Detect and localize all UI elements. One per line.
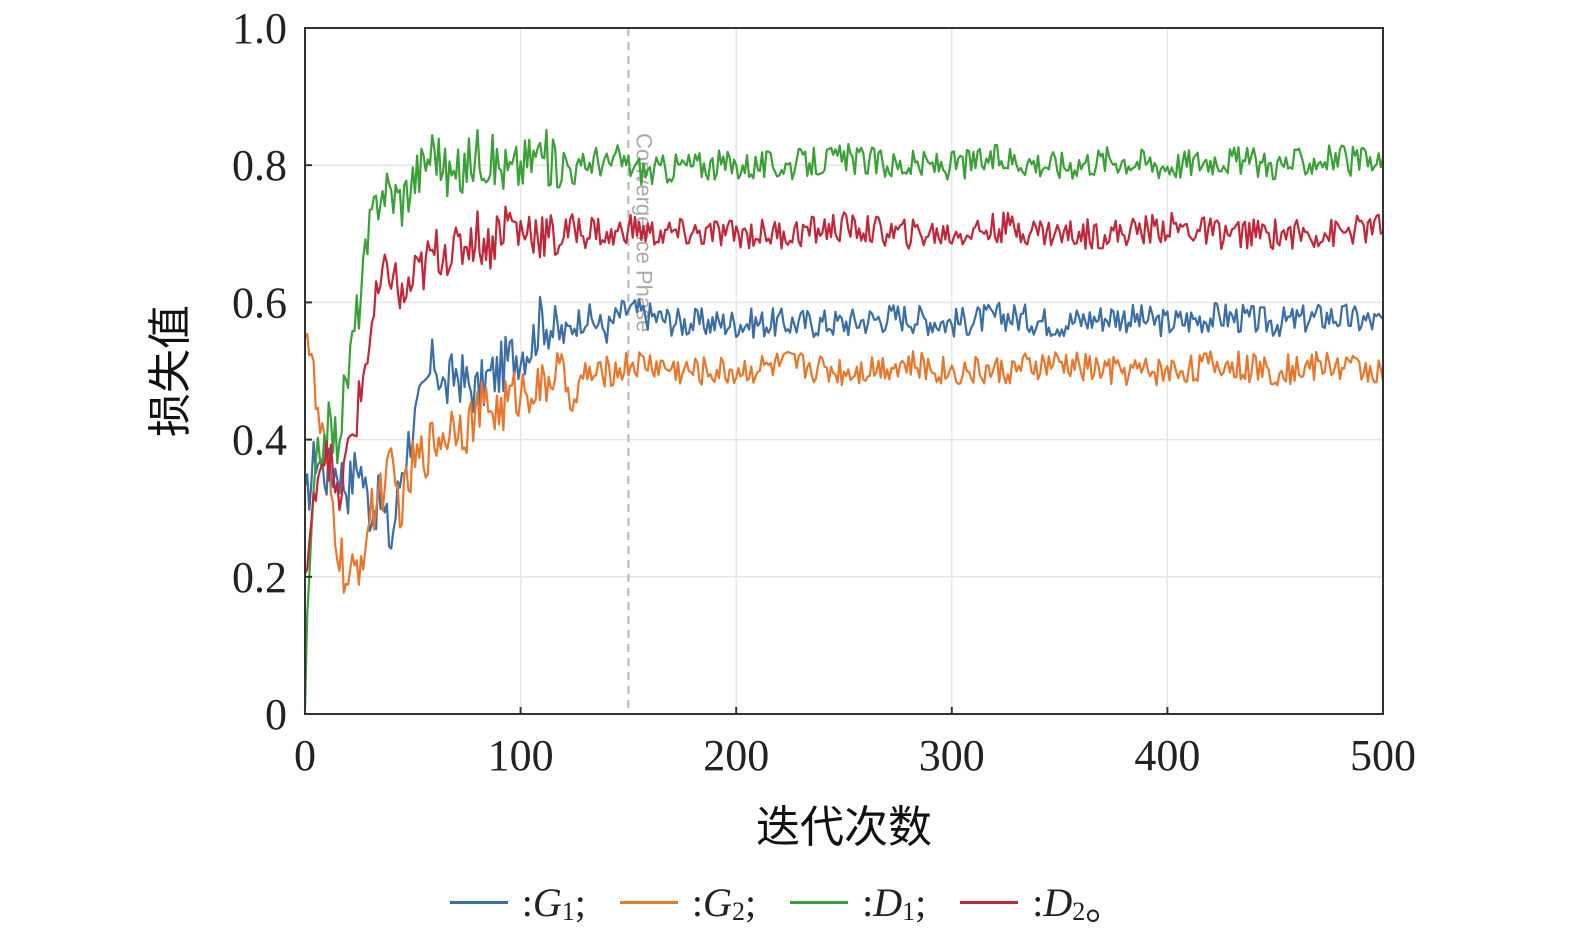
x-tick-label: 200	[703, 731, 769, 780]
y-tick-label: 1.0	[232, 4, 287, 53]
legend-suffix: 。	[1085, 883, 1126, 928]
legend-prefix: :	[521, 879, 533, 925]
legend-symbol: D	[1043, 879, 1073, 925]
x-tick-label: 300	[919, 731, 985, 780]
legend-subscript: 2	[1072, 897, 1086, 926]
series-line-g2	[304, 332, 1385, 594]
legend-swatch	[449, 900, 508, 904]
legend-swatch	[790, 900, 849, 904]
y-tick-label: 0.2	[232, 553, 287, 602]
x-tick-label: 100	[488, 731, 554, 780]
legend-item-g1: : G 1;	[449, 879, 586, 926]
legend-symbol: G	[703, 879, 732, 925]
legend: : G 1;: G 2;: D 1;: D 2。	[0, 872, 1575, 932]
legend-symbol: D	[873, 879, 903, 925]
axis-ticks: 0 100 200 300 400 500 0 0.2 0.4 0.6 0.8 1.0	[232, 4, 1416, 780]
legend-item-d2: : D 2。	[960, 873, 1125, 931]
series-line-d2	[304, 205, 1384, 575]
legend-prefix: :	[862, 879, 874, 925]
legend-suffix: ;	[915, 879, 927, 925]
x-tick-label: 500	[1350, 731, 1416, 780]
legend-swatch	[619, 900, 678, 904]
series-line-d1	[303, 128, 1385, 710]
x-axis-label: 迭代次数	[756, 802, 932, 853]
y-tick-label: 0.6	[232, 278, 287, 327]
series-line-g1	[303, 295, 1384, 550]
legend-suffix: ;	[574, 879, 586, 925]
legend-subscript: 1	[902, 897, 916, 926]
legend-swatch	[960, 900, 1019, 904]
y-tick-label: 0	[265, 690, 287, 739]
x-tick-label: 0	[294, 731, 316, 780]
legend-prefix: :	[691, 879, 704, 925]
legend-symbol: G	[532, 879, 562, 925]
plot-frame	[304, 27, 1384, 715]
legend-item-d1: : D 1;	[790, 879, 926, 926]
y-tick-label: 0.4	[232, 416, 287, 465]
x-tick-label: 400	[1134, 731, 1200, 780]
legend-subscript: 1	[561, 897, 575, 926]
series-lines	[303, 128, 1385, 710]
legend-suffix: ;	[744, 879, 757, 925]
y-tick-label: 0.8	[232, 141, 287, 190]
legend-subscript: 2	[731, 897, 745, 926]
y-axis-label: 损失值	[145, 305, 196, 437]
legend-item-g2: : G 2;	[619, 879, 757, 926]
legend-prefix: :	[1032, 879, 1044, 925]
